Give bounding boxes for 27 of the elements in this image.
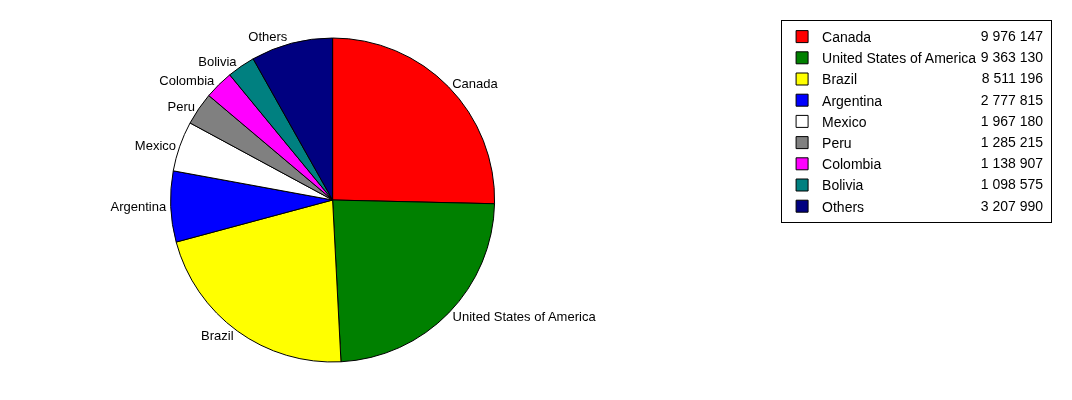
legend-label: United States of America — [822, 50, 977, 67]
legend-label: Mexico — [822, 113, 867, 130]
data-label: 1 098 575 — [980, 176, 1044, 193]
legend-label: Brazil — [822, 71, 858, 88]
legend-label: Bolivia — [822, 177, 864, 194]
legend-label: Colombia — [822, 156, 882, 173]
slice-label: Canada — [452, 75, 499, 91]
slice-label: Mexico — [134, 137, 177, 153]
legend-label: Peru — [822, 135, 852, 152]
slice-label: Bolivia — [198, 53, 238, 69]
slice-label: United States of America — [452, 309, 597, 325]
data-label: 2 777 815 — [980, 91, 1044, 108]
data-label: 8 511 196 — [981, 70, 1044, 87]
legend-label: Others — [822, 198, 865, 215]
legend-label: Argentina — [822, 92, 883, 109]
data-label: 3 207 990 — [980, 197, 1044, 214]
slice-label: Others — [248, 28, 288, 44]
slice-label: Brazil — [201, 328, 234, 344]
legend-label: Canada — [822, 29, 872, 46]
slice-label: Peru — [167, 98, 195, 114]
data-label: 1 967 180 — [980, 112, 1044, 129]
data-label: 9 363 130 — [980, 49, 1044, 66]
slice-label: Argentina — [110, 199, 167, 215]
data-label: 9 976 147 — [980, 28, 1044, 45]
data-label: 1 138 907 — [980, 155, 1044, 172]
data-label: 1 285 215 — [980, 134, 1044, 151]
slice-label: Colombia — [159, 73, 216, 89]
